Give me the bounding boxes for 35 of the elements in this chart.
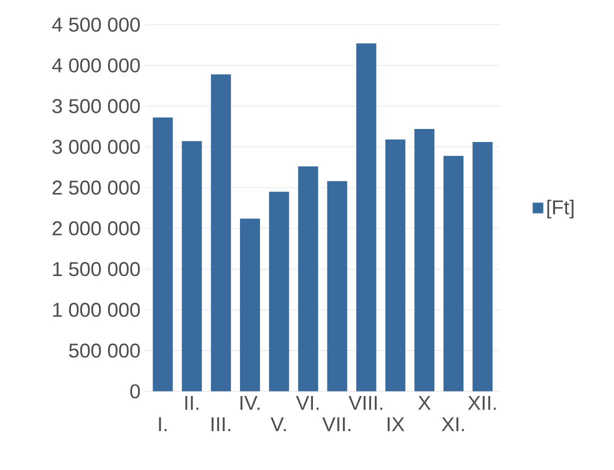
x-tick-label: XI. [442, 417, 464, 432]
bar [240, 218, 260, 392]
x-tick-label: I. [159, 417, 167, 432]
y-tick-label: 3 500 000 [52, 99, 140, 114]
y-tick-label: 500 000 [69, 343, 140, 358]
bar [269, 192, 290, 392]
y-tick-label: 2 000 000 [52, 221, 140, 236]
x-tick-label: XII. [468, 396, 496, 410]
y-tick-label: 4 000 000 [52, 58, 140, 72]
bar [152, 118, 173, 392]
x-tick-label: VIII. [348, 396, 382, 410]
x-tick-label: VI. [296, 396, 319, 410]
y-tick-label: 0 [130, 384, 140, 398]
bar [385, 140, 406, 392]
x-tick-label: V. [270, 417, 286, 432]
y-tick-label: 4 500 000 [52, 18, 140, 32]
bar [443, 156, 464, 392]
legend-label: [Ft] [547, 200, 574, 218]
x-tick-label: IX [388, 417, 404, 432]
x-tick-label: II. [185, 396, 198, 410]
y-tick-label: 3 000 000 [52, 140, 140, 154]
x-tick-label: VII. [322, 417, 350, 432]
x-tick-label: III. [212, 417, 230, 432]
y-tick-label: 1 000 000 [53, 302, 140, 317]
y-tick-label: 1 500 000 [53, 262, 140, 276]
bar [210, 74, 231, 392]
x-tick-label: X [418, 396, 431, 410]
bar [414, 128, 434, 392]
bar [327, 181, 348, 392]
bar [298, 166, 318, 392]
y-tick-label: 2 500 000 [52, 180, 140, 195]
x-tick-label: IV. [240, 396, 260, 410]
bar [472, 142, 493, 392]
bar [182, 141, 202, 392]
bar [356, 43, 376, 392]
